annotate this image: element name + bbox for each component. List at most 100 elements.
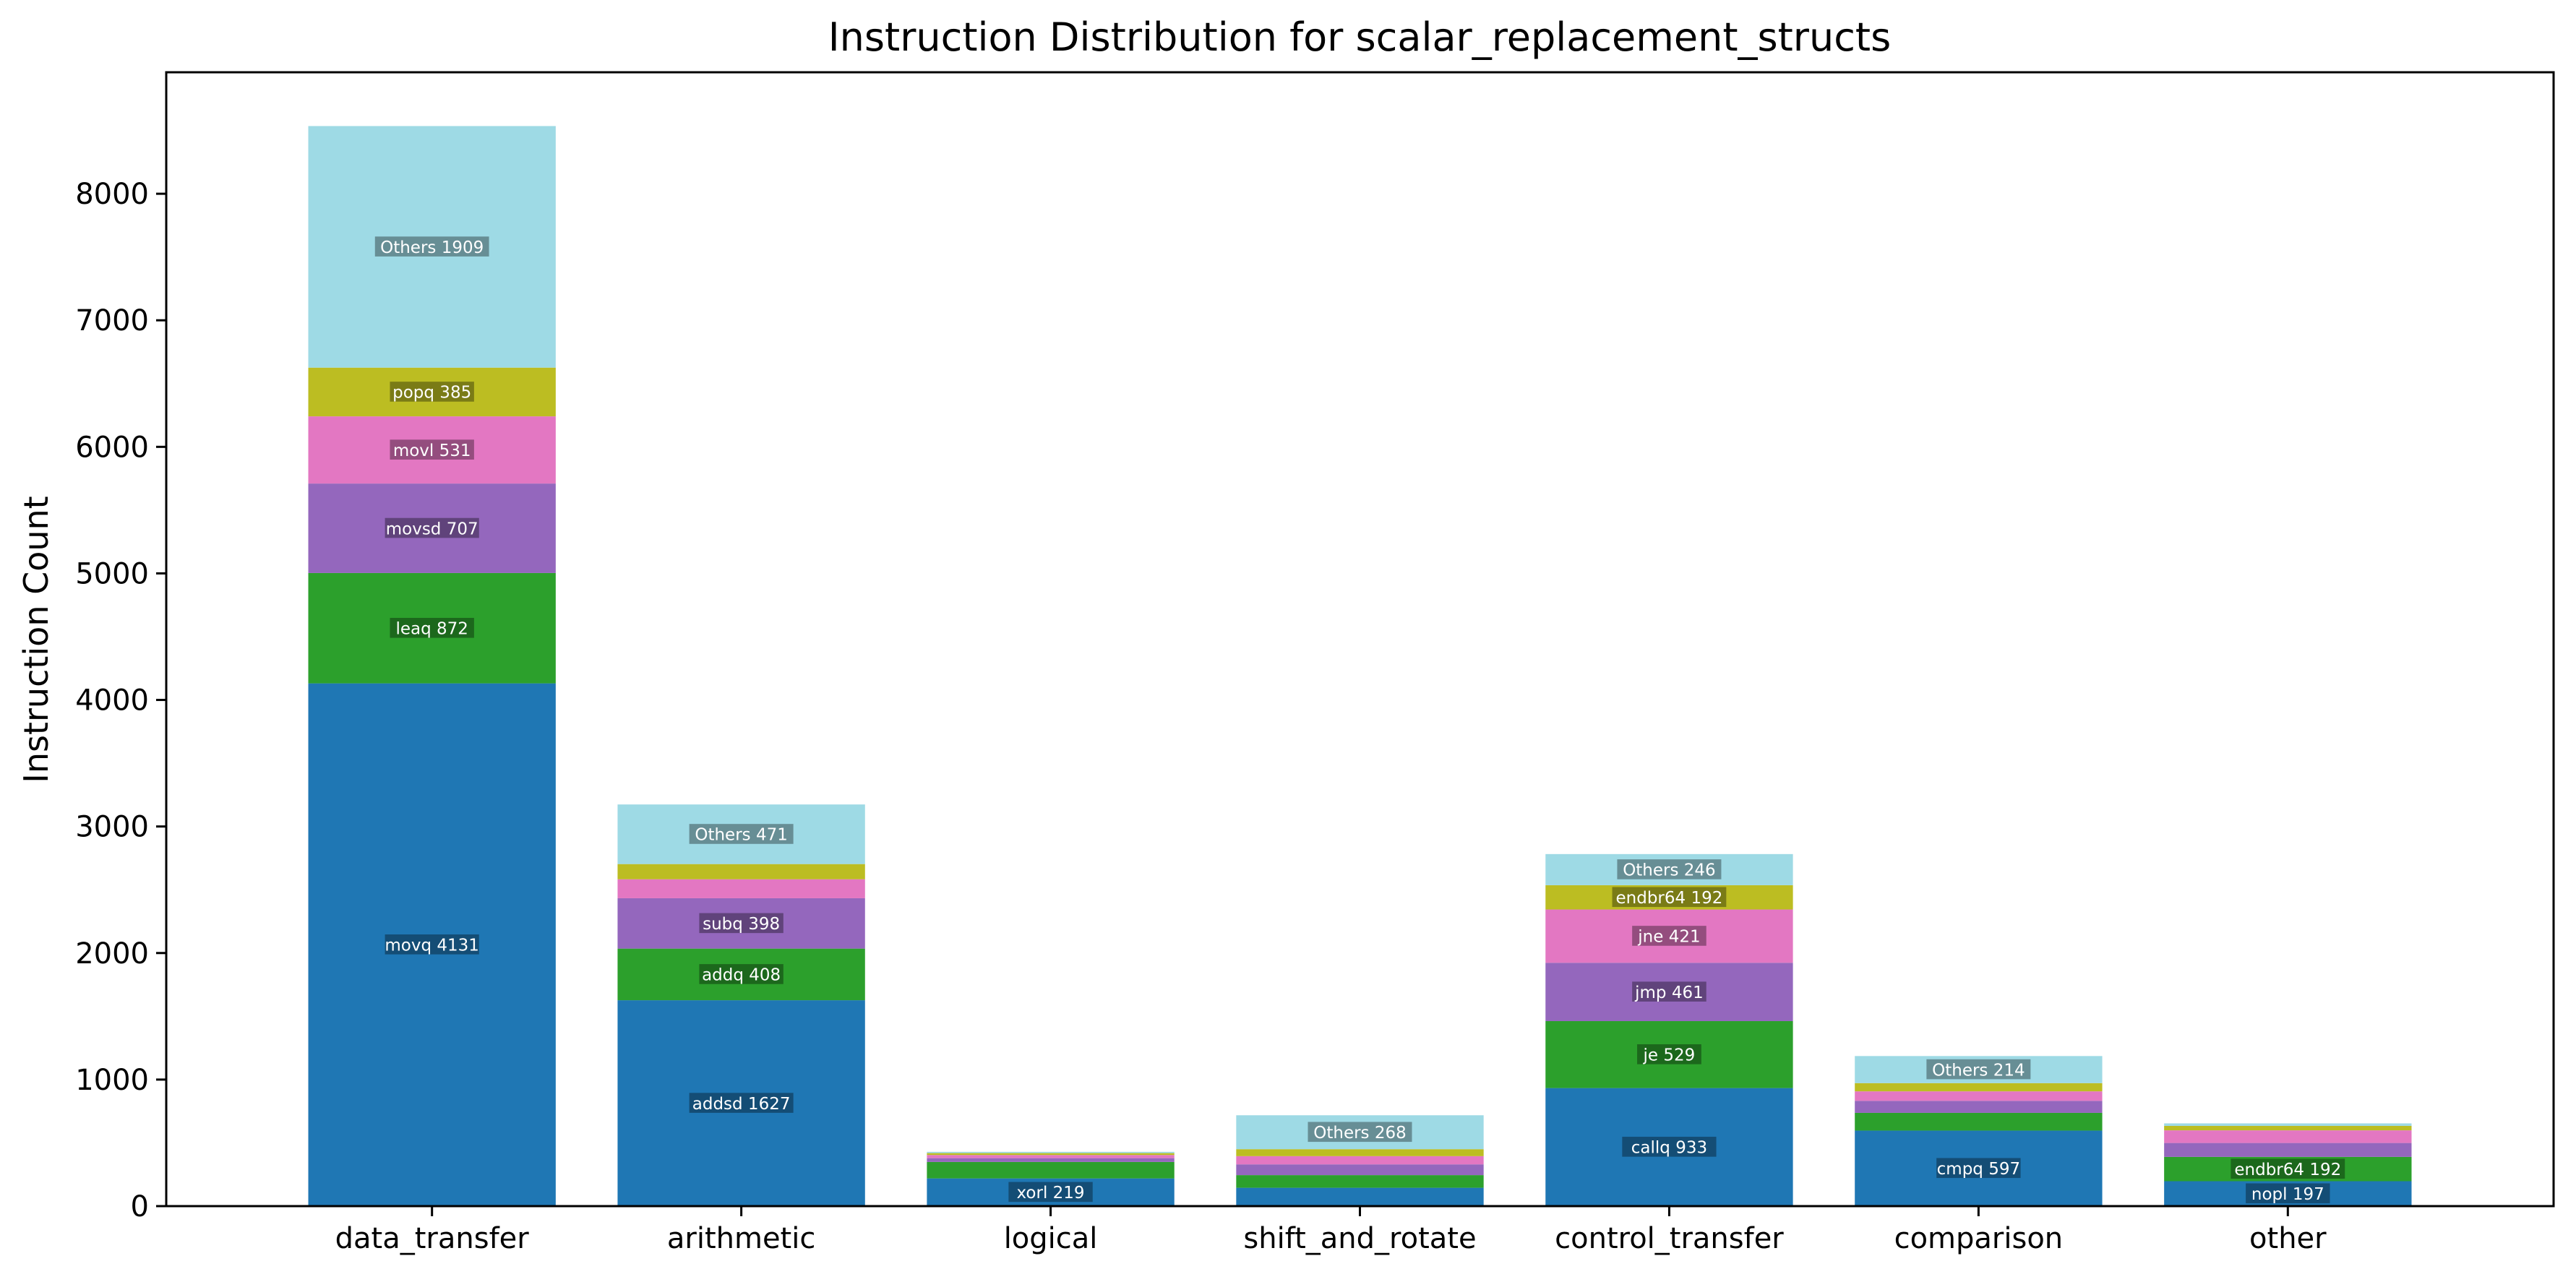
- segment-label-bg: [1936, 1158, 2021, 1179]
- x-tick-label: data_transfer: [335, 1222, 530, 1255]
- segment-label: movl 531: [393, 442, 471, 460]
- segment-label: jne 421: [1637, 928, 1700, 947]
- bar-segment-comparison-0: [1855, 1130, 2103, 1206]
- segment-label-bg: [1632, 981, 1706, 1002]
- segment-label-bg: [2246, 1183, 2330, 1204]
- bar-segment-comparison-4: [1855, 1083, 2103, 1092]
- x-tick-label: comparison: [1894, 1222, 2064, 1255]
- x-tick-label: logical: [1004, 1222, 1098, 1255]
- segment-label: Others 214: [1932, 1061, 2025, 1080]
- segment-label: movsd 707: [386, 520, 478, 538]
- segment-label: endbr64 192: [1616, 889, 1723, 908]
- bar-segment-logical-0: [927, 1178, 1175, 1206]
- bar-segment-logical-2: [927, 1158, 1175, 1162]
- bar-segment-other-1: [2164, 1156, 2412, 1182]
- bar-segment-comparison-1: [1855, 1112, 2103, 1131]
- bar-segment-control_transfer-3: [1545, 909, 1793, 963]
- y-tick-label: 6000: [75, 431, 149, 464]
- bar-segment-control_transfer-1: [1545, 1020, 1793, 1088]
- segment-label: movq 4131: [385, 937, 479, 955]
- x-tick-label: other: [2249, 1222, 2327, 1255]
- bar-segment-arithmetic-1: [617, 948, 865, 1001]
- y-tick-label: 1000: [75, 1064, 149, 1097]
- bar-segment-arithmetic-5: [617, 804, 865, 864]
- segment-label-bg: [390, 382, 474, 402]
- segment-label: nopl 197: [2251, 1185, 2324, 1204]
- x-tick-label: arithmetic: [667, 1222, 815, 1255]
- bar-segment-comparison-3: [1855, 1091, 2103, 1101]
- bar-segment-logical-1: [927, 1161, 1175, 1179]
- bar-segment-comparison-5: [1855, 1056, 2103, 1083]
- segment-label: popq 385: [392, 384, 471, 403]
- bar-segment-other-4: [2164, 1125, 2412, 1131]
- bar-segment-data_transfer-1: [308, 572, 556, 684]
- bar-segment-data_transfer-5: [308, 126, 556, 368]
- segment-label-bg: [1612, 887, 1727, 908]
- segment-label-bg: [385, 934, 479, 955]
- bar-segment-control_transfer-2: [1545, 963, 1793, 1021]
- bar-segment-data_transfer-4: [308, 367, 556, 417]
- chart-title: Instruction Distribution for scalar_repl…: [828, 14, 1891, 60]
- segment-labels-group: movq 4131 leaq 872 movsd 707 movl 531 popq 3…: [374, 236, 2345, 1204]
- bar-segment-shift_and_rotate-0: [1236, 1187, 1484, 1206]
- y-tick-label: 7000: [75, 304, 149, 337]
- segment-label-bg: [1926, 1059, 2031, 1080]
- segment-label-bg: [390, 439, 474, 460]
- x-tick-label: shift_and_rotate: [1243, 1222, 1476, 1255]
- bar-segment-comparison-2: [1855, 1101, 2103, 1113]
- bar-segment-logical-3: [927, 1155, 1175, 1158]
- y-tick-label: 8000: [75, 178, 149, 211]
- bar-segment-arithmetic-3: [617, 879, 865, 898]
- segment-label: endbr64 192: [2234, 1161, 2341, 1179]
- bar-segment-other-0: [2164, 1181, 2412, 1206]
- bar-segment-other-5: [2164, 1123, 2412, 1126]
- y-axis-label: Instruction Count: [17, 496, 56, 783]
- segment-label: xorl 219: [1017, 1184, 1085, 1203]
- bar-segment-arithmetic-0: [617, 1000, 865, 1206]
- bar-segment-control_transfer-4: [1545, 885, 1793, 910]
- segment-label-bg: [2231, 1158, 2345, 1179]
- segment-label: addsd 1627: [692, 1095, 791, 1114]
- x-tick-label: control_transfer: [1555, 1222, 1784, 1255]
- bar-segment-logical-5: [927, 1151, 1175, 1153]
- y-tick-label: 2000: [75, 937, 149, 971]
- y-tick-label: 5000: [75, 557, 149, 590]
- segment-label: addq 408: [702, 966, 781, 985]
- segment-label: Others 1909: [380, 238, 484, 257]
- segment-label-bg: [1632, 926, 1706, 946]
- segment-label: Others 471: [695, 826, 788, 845]
- x-axis: data_transfer arithmetic logical shift_and_…: [335, 1206, 2327, 1255]
- segment-label: Others 268: [1313, 1124, 1407, 1143]
- bar-segment-arithmetic-4: [617, 864, 865, 879]
- bar-segment-other-2: [2164, 1143, 2412, 1157]
- y-tick-label: 0: [131, 1190, 149, 1223]
- segment-label: callq 933: [1631, 1139, 1707, 1158]
- segment-label-bg: [390, 618, 474, 638]
- bar-segment-control_transfer-0: [1545, 1088, 1793, 1206]
- segment-label: cmpq 597: [1937, 1160, 2020, 1179]
- bar-segment-shift_and_rotate-5: [1236, 1115, 1484, 1150]
- y-tick-label: 3000: [75, 811, 149, 844]
- bar-segment-shift_and_rotate-2: [1236, 1164, 1484, 1176]
- segment-label-bg: [1617, 859, 1722, 879]
- segment-label-bg: [689, 1093, 794, 1113]
- segment-label-bg: [689, 824, 794, 844]
- y-axis: 0 1000 2000 3000 4000 5000 6000 7000 8000: [75, 178, 166, 1223]
- bar-segment-logical-4: [927, 1153, 1175, 1156]
- bar-segment-arithmetic-2: [617, 898, 865, 949]
- segment-label-bg: [1637, 1044, 1701, 1064]
- segment-label-bg: [374, 236, 489, 257]
- segment-label-bg: [699, 964, 783, 984]
- bar-segment-shift_and_rotate-3: [1236, 1156, 1484, 1165]
- segment-label: subq 398: [703, 915, 780, 934]
- segment-label-bg: [1308, 1122, 1412, 1143]
- bar-segment-data_transfer-0: [308, 683, 556, 1206]
- segment-label-bg: [699, 913, 783, 934]
- bar-segment-data_transfer-2: [308, 483, 556, 573]
- bar-segment-shift_and_rotate-1: [1236, 1175, 1484, 1188]
- segment-label: leaq 872: [395, 620, 468, 639]
- bar-segment-data_transfer-3: [308, 416, 556, 484]
- segment-label: jmp 461: [1634, 984, 1704, 1002]
